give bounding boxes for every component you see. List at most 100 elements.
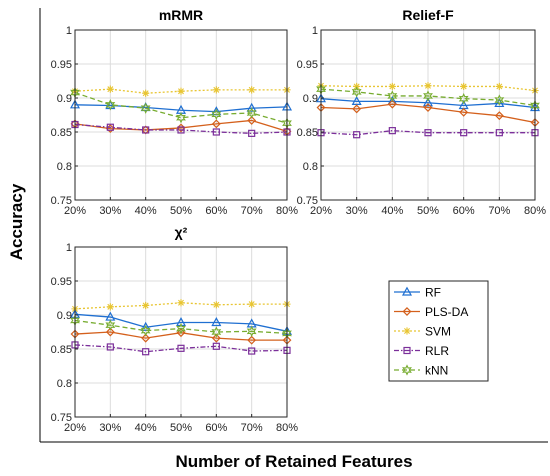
data-point bbox=[211, 108, 222, 120]
legend-entry-pls-da: PLS-DA bbox=[394, 305, 468, 319]
series-line bbox=[320, 129, 535, 136]
series-line bbox=[74, 91, 288, 124]
data-point bbox=[142, 126, 150, 134]
data-point bbox=[142, 89, 150, 97]
series-line bbox=[74, 123, 288, 135]
data-point bbox=[351, 95, 362, 106]
legend-marker bbox=[402, 307, 412, 316]
y-tick-label: 0.8 bbox=[57, 378, 72, 390]
data-point bbox=[248, 129, 256, 137]
panel-1: 0.75 0.8 0.85 0.9 0.95 1 20% 30% 40% 50% 60% 70% 80%… bbox=[297, 7, 547, 217]
legend-entry-knn: kNN bbox=[394, 364, 448, 378]
data-point bbox=[423, 90, 433, 102]
data-point bbox=[141, 333, 151, 343]
x-tick-label: 60% bbox=[205, 422, 227, 434]
data-point bbox=[177, 126, 185, 134]
data-point bbox=[388, 127, 396, 135]
data-point bbox=[246, 102, 257, 112]
y-tick-label: 1 bbox=[66, 25, 72, 37]
data-point bbox=[248, 347, 256, 355]
y-tick-label: 1 bbox=[312, 25, 318, 37]
figure-x-label: Number of Retained Features bbox=[175, 452, 412, 471]
data-point bbox=[495, 82, 503, 91]
data-point bbox=[177, 299, 185, 307]
data-point bbox=[176, 322, 186, 335]
series-knn bbox=[316, 83, 540, 112]
legend: RF PLS-DA SVM RLR kNN bbox=[388, 280, 489, 382]
data-point bbox=[246, 107, 257, 119]
data-point bbox=[351, 86, 362, 98]
x-tick-label: 40% bbox=[135, 205, 157, 217]
x-tick-label: 60% bbox=[205, 205, 227, 217]
y-tick-label: 0.95 bbox=[51, 276, 72, 288]
x-tick-label: 30% bbox=[346, 205, 368, 217]
series-line bbox=[320, 103, 536, 124]
x-tick-label: 30% bbox=[99, 422, 121, 434]
data-point bbox=[458, 93, 469, 105]
data-point bbox=[106, 85, 114, 93]
data-point bbox=[105, 319, 116, 331]
legend-marker bbox=[402, 364, 412, 376]
data-point bbox=[211, 326, 222, 338]
y-tick-label: 0.8 bbox=[57, 161, 72, 173]
series-knn bbox=[70, 314, 292, 340]
y-tick-label: 0.8 bbox=[303, 161, 318, 173]
data-point bbox=[495, 129, 503, 137]
data-point bbox=[388, 82, 396, 91]
data-point bbox=[494, 94, 505, 106]
x-tick-label: 30% bbox=[99, 205, 121, 217]
data-point bbox=[424, 129, 432, 137]
data-point bbox=[353, 131, 361, 139]
x-tick-label: 20% bbox=[310, 205, 332, 217]
data-point bbox=[494, 98, 505, 108]
legend-label: kNN bbox=[425, 364, 448, 378]
legend-entry-svm: SVM bbox=[394, 325, 451, 339]
data-point bbox=[175, 317, 187, 327]
data-point bbox=[387, 99, 397, 109]
series-line bbox=[74, 344, 288, 353]
data-point bbox=[246, 325, 257, 337]
legend-label: RLR bbox=[425, 344, 449, 358]
data-point bbox=[212, 86, 220, 94]
data-point bbox=[212, 301, 220, 309]
x-tick-label: 40% bbox=[135, 422, 157, 434]
data-point bbox=[176, 112, 186, 124]
data-point bbox=[140, 324, 151, 337]
x-tick-label: 20% bbox=[64, 205, 86, 217]
series-line bbox=[74, 319, 288, 335]
y-tick-label: 0.75 bbox=[51, 195, 72, 207]
data-point bbox=[211, 333, 221, 343]
series-line bbox=[320, 88, 536, 107]
legend-entry-rlr: RLR bbox=[394, 344, 449, 358]
y-tick-label: 0.75 bbox=[51, 412, 72, 424]
data-point bbox=[387, 90, 398, 102]
data-point bbox=[422, 97, 434, 107]
panel-title-mrmr: mRMR bbox=[159, 7, 203, 23]
series-line bbox=[74, 119, 288, 132]
y-tick-label: 0.9 bbox=[303, 93, 318, 105]
data-point bbox=[212, 128, 220, 136]
data-point bbox=[352, 104, 362, 114]
x-tick-label: 50% bbox=[170, 205, 192, 217]
data-point bbox=[211, 119, 221, 129]
y-tick-label: 0.95 bbox=[297, 59, 318, 71]
x-tick-label: 40% bbox=[381, 205, 403, 217]
series-pls-da bbox=[316, 99, 540, 127]
panel-0: 0.75 0.8 0.85 0.9 0.95 1 20% 30% 40% 50% 60% 70% 80%… bbox=[51, 7, 299, 217]
data-point bbox=[177, 87, 185, 95]
data-point bbox=[176, 328, 186, 338]
data-point bbox=[424, 82, 432, 90]
series-rlr bbox=[71, 341, 291, 356]
x-tick-label: 50% bbox=[170, 422, 192, 434]
data-point bbox=[211, 317, 222, 327]
x-tick-label: 70% bbox=[488, 205, 510, 217]
data-point bbox=[247, 335, 257, 345]
data-point bbox=[460, 82, 468, 91]
data-point bbox=[247, 115, 257, 125]
data-point bbox=[460, 129, 468, 137]
data-point bbox=[140, 102, 151, 114]
data-point bbox=[140, 102, 151, 112]
data-point bbox=[105, 327, 115, 337]
legend-marker bbox=[403, 327, 411, 335]
legend-label: SVM bbox=[425, 325, 451, 339]
